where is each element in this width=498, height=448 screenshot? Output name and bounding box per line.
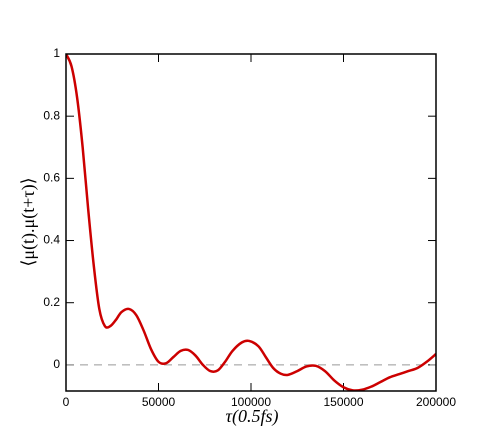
y-tick-label: 1 — [53, 46, 60, 60]
y-tick-label: 0 — [53, 357, 60, 371]
y-axis-label: ⟨μ(t).μ(t+τ)⟩ — [18, 177, 39, 266]
y-tick-label: 0.4 — [43, 233, 60, 247]
x-tick-label: 150000 — [323, 395, 363, 409]
x-tick-label: 200000 — [416, 395, 456, 409]
y-tick-label: 0.8 — [43, 108, 60, 122]
plot-frame — [65, 53, 437, 392]
y-tick-label: 0.2 — [43, 295, 60, 309]
x-tick-label: 0 — [63, 395, 70, 409]
y-tick-label: 0.6 — [43, 171, 60, 185]
x-tick-label: 50000 — [142, 395, 176, 409]
x-tick-label: 100000 — [231, 395, 271, 409]
x-axis-label: τ(0.5fs) — [226, 406, 279, 427]
data-line — [66, 54, 436, 391]
